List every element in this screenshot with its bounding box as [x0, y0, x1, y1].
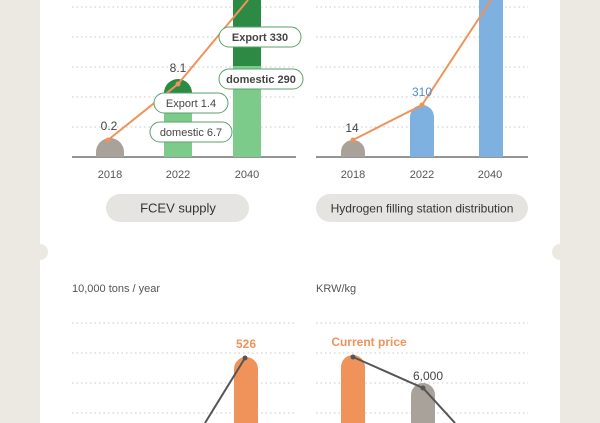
station-chart: 14 310 2018 2022 2040 Hydrogen filling s… — [316, 0, 528, 222]
station-tick-2022: 2022 — [410, 169, 434, 181]
station-bar-2022 — [410, 105, 434, 157]
price-bar-6000 — [411, 383, 435, 423]
price-chart: KRW/kg Current price 6,000 — [316, 283, 528, 423]
supply-trend-line — [204, 357, 246, 423]
station-trend-point-2022 — [419, 102, 425, 108]
station-tick-2018: 2018 — [341, 169, 365, 181]
price-current-label: Current price — [331, 335, 407, 349]
fcev-title-pill: FCEV supply — [106, 194, 249, 222]
fcev-tick-2022: 2022 — [166, 169, 190, 181]
price-trend-point-6000 — [420, 385, 426, 391]
fcev-callout-domestic-2040: domestic 290 — [218, 68, 304, 90]
station-title-pill: Hydrogen filling station distribution — [316, 194, 528, 222]
fcev-tick-2018: 2018 — [98, 169, 122, 181]
fcev-tick-2040: 2040 — [235, 169, 259, 181]
fcev-callout-export-2022-label: Export 1.4 — [166, 98, 216, 110]
supply-unit-label: 10,000 tons / year — [72, 283, 160, 295]
station-title: Hydrogen filling station distribution — [331, 202, 514, 216]
fcev-trend-point-2018 — [105, 137, 111, 143]
panel-notch-right — [552, 244, 568, 260]
station-value-2022: 310 — [412, 85, 432, 99]
fcev-callout-domestic-2040-label: domestic 290 — [226, 74, 296, 86]
fcev-bar-2018 — [96, 138, 124, 157]
price-value-6000: 6,000 — [413, 369, 443, 383]
fcev-chart: 0.2 8.1 Export 1.4 domestic 6.7 Export 3… — [72, 0, 304, 222]
price-trend-point-current — [350, 354, 356, 360]
station-value-2018: 14 — [345, 121, 359, 135]
supply-trend-point — [242, 355, 248, 361]
fcev-callout-export-2040-label: Export 330 — [232, 32, 288, 44]
fcev-value-2022: 8.1 — [170, 61, 187, 75]
station-bar-2040 — [479, 0, 503, 157]
price-bar-current — [341, 355, 365, 423]
station-bar-2018 — [341, 140, 365, 157]
panel-notch-left — [32, 244, 48, 260]
fcev-callout-domestic-2022-label: domestic 6.7 — [160, 127, 222, 139]
fcev-callout-export-2022: Export 1.4 — [153, 92, 229, 114]
fcev-callout-export-2040: Export 330 — [218, 26, 302, 48]
fcev-title: FCEV supply — [140, 201, 216, 216]
fcev-callout-domestic-2022: domestic 6.7 — [149, 121, 233, 143]
station-trend-point-2018 — [350, 137, 356, 143]
supply-value-526: 526 — [236, 337, 256, 351]
station-tick-2040: 2040 — [478, 169, 502, 181]
fcev-trend-point-2022 — [175, 81, 181, 87]
supply-chart: 10,000 tons / year 526 — [72, 283, 296, 423]
fcev-value-2018: 0.2 — [101, 119, 118, 133]
supply-bar-526 — [234, 357, 258, 423]
price-unit-label: KRW/kg — [316, 283, 356, 295]
